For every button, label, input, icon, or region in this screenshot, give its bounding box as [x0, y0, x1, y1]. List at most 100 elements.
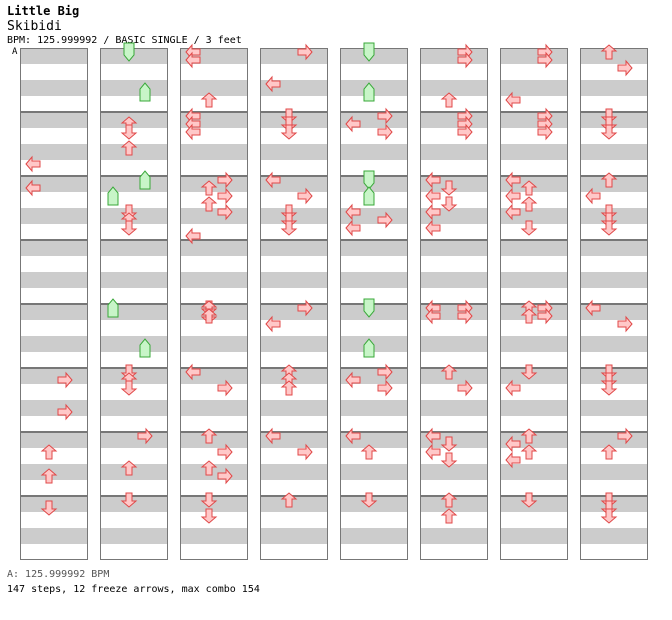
step-arrow: [200, 492, 218, 508]
step-arrow: [505, 379, 521, 397]
arrow-shape: [345, 219, 361, 237]
arrow-shape: [505, 91, 521, 109]
row-stripe: [260, 48, 328, 64]
row-stripe: [100, 400, 168, 416]
arrow-shape: [200, 460, 218, 476]
row-stripe: [180, 432, 248, 448]
measure-box: [100, 240, 168, 304]
measure-box: [500, 240, 568, 304]
row-stripe: [100, 112, 168, 128]
arrow-shape: [617, 427, 633, 445]
row-stripe: [20, 464, 88, 480]
row-stripe: [100, 208, 168, 224]
arrow-shape: [505, 451, 521, 469]
row-stripe: [100, 528, 168, 544]
step-arrow: [425, 187, 441, 205]
step-arrow: [265, 315, 281, 333]
step-arrow: [185, 363, 201, 381]
arrow-shape: [377, 123, 393, 141]
step-arrow: [617, 315, 633, 333]
step-arrow: [360, 492, 378, 508]
measure-box: [20, 240, 88, 304]
arrow-shape: [280, 124, 298, 140]
row-stripe: [500, 464, 568, 480]
step-arrow: [217, 467, 233, 485]
arrow-shape: [137, 427, 153, 445]
step-arrow: [505, 91, 521, 109]
step-arrow: [280, 124, 298, 140]
step-arrow: [505, 171, 521, 189]
step-arrow: [185, 51, 201, 69]
step-arrow: [200, 428, 218, 444]
row-stripe: [580, 176, 648, 192]
measure-box: [580, 48, 648, 112]
row-stripe: [260, 528, 328, 544]
row-stripe: [420, 240, 488, 256]
step-arrow: [217, 203, 233, 221]
step-arrow: [537, 51, 553, 69]
measure-box: [420, 240, 488, 304]
arrow-shape: [440, 492, 458, 508]
measure-box: [20, 304, 88, 368]
measure-box: [180, 240, 248, 304]
arrow-shape: [600, 124, 618, 140]
measure-box: [500, 496, 568, 560]
arrow-shape: [585, 299, 601, 317]
row-stripe: [580, 208, 648, 224]
row-stripe: [500, 48, 568, 64]
arrow-shape: [280, 220, 298, 236]
row-stripe: [260, 240, 328, 256]
arrow-shape: [505, 203, 521, 221]
chart-column: [100, 48, 168, 560]
arrow-shape: [120, 140, 138, 156]
measure-box: [420, 112, 488, 176]
step-arrow: [360, 444, 378, 460]
arrow-shape: [297, 43, 313, 61]
step-arrow: [25, 155, 41, 173]
step-arrow: [377, 363, 393, 381]
row-stripe: [500, 496, 568, 512]
freeze-arrow: [123, 42, 135, 62]
step-arrow: [25, 179, 41, 197]
arrow-shape: [520, 364, 538, 380]
row-stripe: [420, 528, 488, 544]
measure-box: [180, 176, 248, 240]
row-stripe: [500, 240, 568, 256]
step-arrow: [440, 196, 458, 212]
measure-box: [500, 176, 568, 240]
row-stripe: [180, 496, 248, 512]
row-stripe: [180, 240, 248, 256]
arrow-shape: [25, 179, 41, 197]
row-stripe: [420, 496, 488, 512]
arrow-shape: [520, 444, 538, 460]
freeze-body: [363, 338, 375, 358]
arrow-shape: [425, 443, 441, 461]
step-arrow: [120, 124, 138, 140]
step-arrow: [345, 203, 361, 221]
freeze-body: [139, 170, 151, 190]
step-arrow: [425, 443, 441, 461]
measure-box: [580, 496, 648, 560]
footer-bpm: A: 125.999992 BPM: [7, 569, 110, 580]
measure-box: [580, 112, 648, 176]
step-arrow: [505, 435, 521, 453]
arrow-shape: [25, 155, 41, 173]
row-stripe: [340, 336, 408, 352]
row-stripe: [340, 144, 408, 160]
row-stripe: [340, 48, 408, 64]
arrow-shape: [360, 444, 378, 460]
arrow-shape: [520, 308, 538, 324]
row-stripe: [260, 208, 328, 224]
freeze-arrow: [363, 338, 375, 358]
arrow-shape: [120, 380, 138, 396]
step-arrow: [40, 500, 58, 516]
row-stripe: [260, 112, 328, 128]
row-stripe: [420, 48, 488, 64]
row-stripe: [20, 80, 88, 96]
row-stripe: [260, 464, 328, 480]
measure-box: [500, 304, 568, 368]
measure-box: [180, 368, 248, 432]
row-stripe: [340, 272, 408, 288]
arrow-shape: [200, 428, 218, 444]
freeze-body: [363, 298, 375, 318]
